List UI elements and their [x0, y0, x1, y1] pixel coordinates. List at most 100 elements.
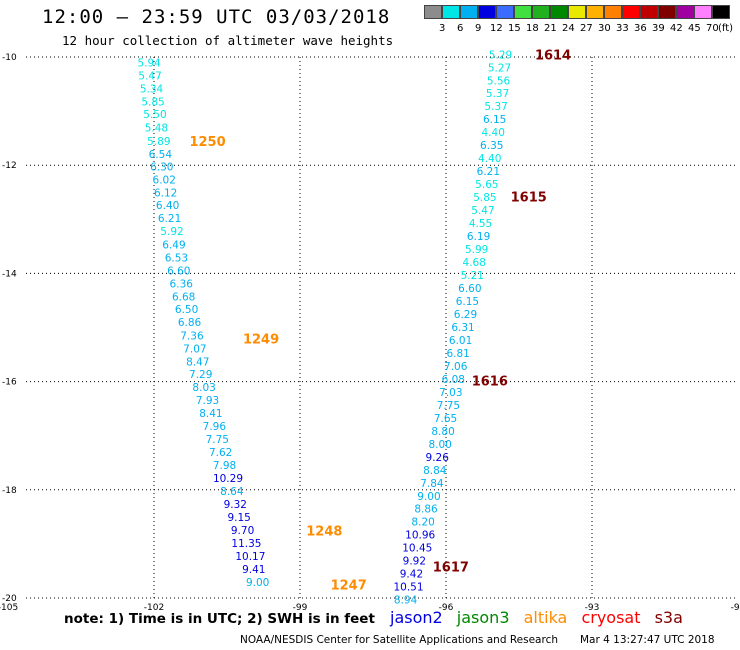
swh-value-label: 5.37 [484, 101, 507, 113]
swh-value-label: 9.41 [242, 564, 265, 576]
swh-value-label: 8.41 [199, 408, 222, 420]
generated-timestamp: Mar 4 13:27:47 UTC 2018 [580, 634, 715, 646]
pass-number-label: 1615 [511, 191, 547, 206]
swh-value-label: 6.40 [156, 200, 179, 212]
swh-value-label: 8.86 [414, 504, 438, 516]
swh-value-label: 5.48 [145, 122, 168, 134]
chart-subtitle: 12 hour collection of altimeter wave hei… [62, 33, 394, 48]
swh-value-label: 6.31 [451, 322, 474, 334]
swh-value-label: 8.94 [394, 595, 418, 607]
swh-value-label: 9.15 [227, 512, 250, 524]
swh-value-label: 5.34 [140, 83, 164, 95]
swh-value-label: 5.85 [473, 192, 496, 204]
swh-value-label: 5.56 [487, 75, 511, 87]
swh-value-label: 8.20 [411, 517, 434, 529]
swh-value-label: 5.47 [471, 205, 494, 217]
colorbar-swatch [550, 5, 568, 19]
swh-value-label: 5.50 [143, 109, 166, 121]
swh-value-label: 5.47 [138, 70, 161, 82]
swh-value-label: 7.62 [209, 447, 232, 459]
swh-value-label: 6.21 [158, 213, 181, 225]
x-tick-label: -99 [293, 603, 308, 613]
colorbar-swatch [676, 5, 694, 19]
swh-value-label: 6.54 [149, 149, 173, 161]
swh-value-label: 6.15 [456, 296, 479, 308]
swh-value-label: 5.85 [141, 96, 164, 108]
swh-value-label: 7.03 [439, 387, 462, 399]
swh-value-label: 6.21 [477, 166, 500, 178]
swh-value-label: 5.29 [489, 49, 512, 61]
swh-value-label: 6.53 [165, 253, 188, 265]
swh-value-label: 7.36 [180, 331, 204, 343]
y-tick-label: -18 [2, 486, 17, 496]
swh-value-label: 9.00 [246, 577, 269, 589]
colorbar-level-label: 36 [634, 23, 647, 34]
colorbar-swatch [514, 5, 532, 19]
swh-value-label: 7.98 [213, 460, 236, 472]
colorbar-swatch [640, 5, 658, 19]
swh-value-label: 9.32 [224, 499, 247, 511]
colorbar-level-label: 27 [580, 23, 593, 34]
swh-value-label: 8.47 [186, 357, 209, 369]
pass-number-label: 1614 [535, 48, 571, 63]
colorbar-level-label: 15 [508, 23, 521, 34]
swh-value-label: 8.64 [220, 486, 244, 498]
pass-number-label: 1247 [331, 578, 367, 593]
swh-value-label: 9.70 [231, 525, 254, 537]
swh-value-label: 5.21 [461, 270, 484, 282]
swh-value-label: 5.37 [486, 88, 509, 100]
colorbar-swatch [496, 5, 514, 19]
colorbar-level-label: 33 [616, 23, 629, 34]
swh-value-label: 4.55 [469, 218, 492, 230]
x-tick-label: -105 [0, 603, 18, 613]
pass-number-label: 1250 [189, 135, 225, 150]
swh-value-label: 7.65 [434, 413, 457, 425]
swh-value-label: 6.30 [150, 161, 173, 173]
y-tick-label: -20 [2, 594, 17, 604]
colorbar-level-label: 21 [544, 23, 557, 34]
swh-value-label: 8.84 [423, 465, 447, 477]
colorbar-swatch [694, 5, 712, 19]
swh-value-label: 6.68 [172, 292, 195, 304]
pass-number-label: 1617 [433, 561, 469, 576]
pass-number-label: 1249 [243, 332, 279, 347]
colorbar-swatch [478, 5, 496, 19]
swh-value-label: 8.00 [428, 439, 451, 451]
swh-value-label: 4.68 [463, 257, 486, 269]
swh-value-label: 9.26 [426, 452, 450, 464]
swh-value-label: 5.94 [137, 57, 161, 69]
colorbar-level-label: 3 [439, 23, 446, 34]
x-tick-label: -90 [731, 603, 740, 613]
colorbar-level-label: 12 [490, 23, 503, 34]
colorbar-level-label: 30 [598, 23, 611, 34]
swh-value-label: 9.42 [400, 569, 423, 581]
swh-value-label: 7.84 [420, 478, 444, 490]
swh-value-label: 10.45 [402, 543, 432, 555]
swh-value-label: 6.02 [153, 174, 176, 186]
swh-value-label: 8.80 [431, 426, 454, 438]
swh-value-label: 6.49 [162, 240, 185, 252]
x-tick-label: -93 [585, 603, 600, 613]
swh-value-label: 9.92 [403, 556, 426, 568]
colorbar-level-label: 18 [526, 23, 539, 34]
swh-value-label: 6.15 [483, 114, 506, 126]
legend-jason2: jason2 [390, 608, 443, 627]
swh-value-label: 7.75 [206, 434, 229, 446]
swh-value-label: 5.92 [160, 226, 183, 238]
swh-value-label: 6.29 [454, 309, 477, 321]
colorbar-level-label: 70 [706, 23, 719, 34]
colorbar-swatch [568, 5, 586, 19]
y-tick-label: -14 [2, 269, 17, 279]
swh-value-label: 6.08 [442, 374, 465, 386]
swh-value-label: 6.19 [467, 231, 490, 243]
swh-value-label: 6.81 [446, 348, 469, 360]
swh-value-label: 7.96 [203, 421, 227, 433]
swh-value-label: 11.35 [231, 538, 261, 550]
swh-value-label: 10.29 [213, 473, 243, 485]
colorbar-swatch [586, 5, 604, 19]
y-tick-label: -12 [2, 161, 17, 171]
swh-value-label: 5.27 [488, 62, 511, 74]
swh-value-label: 5.89 [147, 136, 170, 148]
colorbar-unit: (ft) [718, 23, 734, 34]
